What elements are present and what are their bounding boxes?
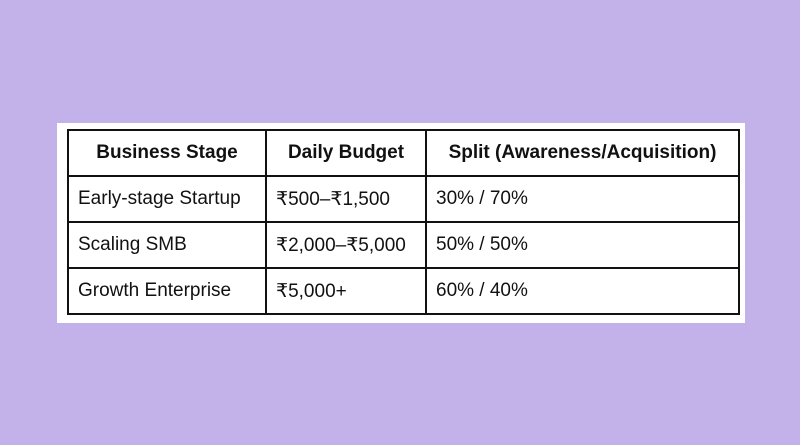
cell-business-stage: Scaling SMB — [67, 221, 267, 269]
table-row: Scaling SMB ₹2,000–₹5,000 50% / 50% — [67, 221, 740, 269]
header-split: Split (Awareness/Acquisition) — [425, 129, 740, 177]
cell-daily-budget: ₹500–₹1,500 — [265, 175, 427, 223]
cell-business-stage: Early-stage Startup — [67, 175, 267, 223]
table-row: Early-stage Startup ₹500–₹1,500 30% / 70… — [67, 175, 740, 223]
cell-business-stage: Growth Enterprise — [67, 267, 267, 315]
cell-split: 30% / 70% — [425, 175, 740, 223]
table-row: Growth Enterprise ₹5,000+ 60% / 40% — [67, 267, 740, 315]
budget-table: Business Stage Daily Budget Split (Aware… — [67, 129, 740, 315]
cell-split: 50% / 50% — [425, 221, 740, 269]
table-header-row: Business Stage Daily Budget Split (Aware… — [67, 129, 740, 177]
cell-daily-budget: ₹5,000+ — [265, 267, 427, 315]
header-business-stage: Business Stage — [67, 129, 267, 177]
cell-split: 60% / 40% — [425, 267, 740, 315]
cell-daily-budget: ₹2,000–₹5,000 — [265, 221, 427, 269]
header-daily-budget: Daily Budget — [265, 129, 427, 177]
table-card: Business Stage Daily Budget Split (Aware… — [57, 123, 745, 323]
